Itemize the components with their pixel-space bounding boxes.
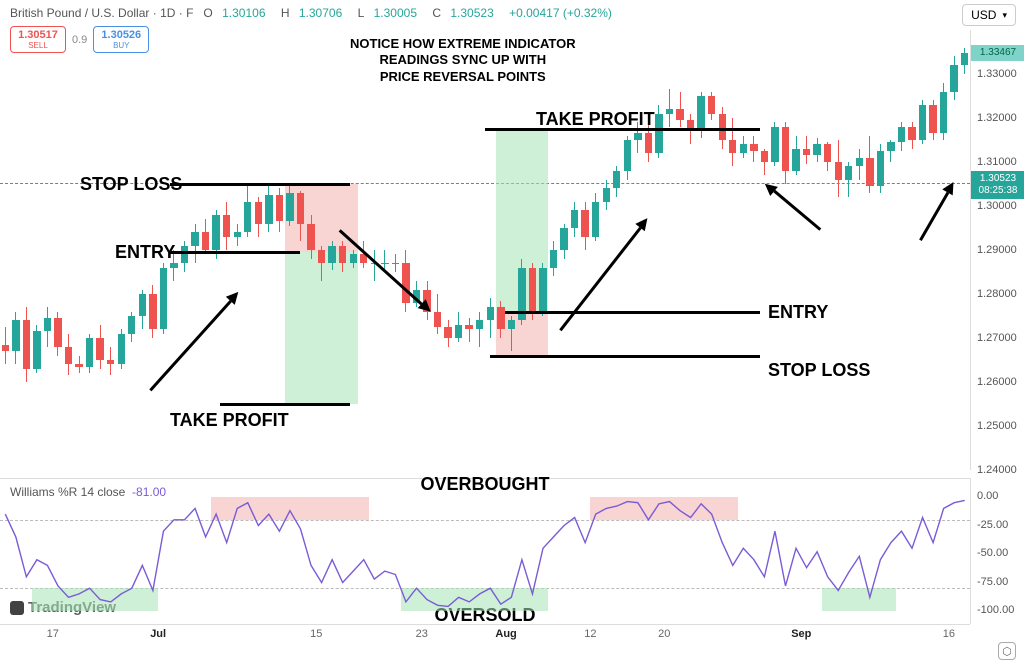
x-tick: 17 — [47, 628, 59, 640]
y-tick: 1.27000 — [977, 332, 1017, 344]
symbol-title: British Pound / U.S. Dollar · 1D · F — [10, 6, 193, 20]
chart-header: British Pound / U.S. Dollar · 1D · F O 1… — [0, 0, 1024, 26]
x-tick: Sep — [791, 628, 811, 640]
y-tick: 1.31000 — [977, 156, 1017, 168]
indicator-y-tick: -50.00 — [977, 547, 1008, 559]
x-tick: 20 — [658, 628, 670, 640]
level-line — [170, 183, 350, 186]
level-label: TAKE PROFIT — [170, 410, 289, 431]
x-tick: Jul — [150, 628, 166, 640]
time-x-axis: 17 Jul 15 23 Aug 12 20 Sep 16 — [0, 624, 970, 646]
indicator-y-axis: 0.00 -25.00 -50.00 -75.00 -100.00 — [970, 478, 1024, 624]
y-tick: 1.33000 — [977, 68, 1017, 80]
x-tick: 15 — [310, 628, 322, 640]
y-tick: 1.30000 — [977, 200, 1017, 212]
indicator-y-tick: 0.00 — [977, 490, 998, 502]
x-tick: 16 — [943, 628, 955, 640]
y-tick: 1.25000 — [977, 420, 1017, 432]
williams-r-pane[interactable]: Williams %R 14 close -81.00 OVERBOUGHT O… — [0, 478, 970, 624]
level-label: STOP LOSS — [80, 174, 182, 195]
settings-hex-icon[interactable]: ⬡ — [998, 642, 1016, 660]
ohlc-readout: O 1.30106 H 1.30706 L 1.30005 C 1.30523 … — [203, 6, 617, 20]
level-label: ENTRY — [768, 302, 828, 323]
notice-annotation: NOTICE HOW EXTREME INDICATOR READINGS SY… — [350, 36, 576, 85]
price-y-axis: 1.240001.250001.260001.270001.280001.290… — [970, 30, 1024, 470]
level-line — [505, 311, 760, 314]
price-chart-pane[interactable]: NOTICE HOW EXTREME INDICATOR READINGS SY… — [0, 30, 970, 470]
chevron-down-icon: ▾ — [1002, 10, 1007, 21]
last-price-badge: 1.3052308:25:38 — [971, 171, 1024, 199]
level-label: ENTRY — [115, 242, 175, 263]
x-tick: Aug — [495, 628, 516, 640]
y-tick: 1.24000 — [977, 464, 1017, 476]
indicator-y-tick: -25.00 — [977, 519, 1008, 531]
indicator-y-tick: -100.00 — [977, 604, 1014, 616]
indicator-y-tick: -75.00 — [977, 576, 1008, 588]
y-tick: 1.29000 — [977, 244, 1017, 256]
level-label: TAKE PROFIT — [536, 109, 655, 130]
level-line — [170, 251, 300, 254]
indicator-line — [0, 479, 970, 625]
ext-price-badge: 1.33467 — [971, 45, 1024, 61]
level-label: STOP LOSS — [768, 360, 870, 381]
y-tick: 1.32000 — [977, 112, 1017, 124]
level-line — [490, 355, 760, 358]
level-line — [220, 403, 350, 406]
trade-zone — [285, 184, 359, 252]
y-tick: 1.26000 — [977, 376, 1017, 388]
y-tick: 1.28000 — [977, 288, 1017, 300]
x-tick: 12 — [584, 628, 596, 640]
currency-select[interactable]: USD ▾ — [962, 4, 1016, 26]
x-tick: 23 — [416, 628, 428, 640]
